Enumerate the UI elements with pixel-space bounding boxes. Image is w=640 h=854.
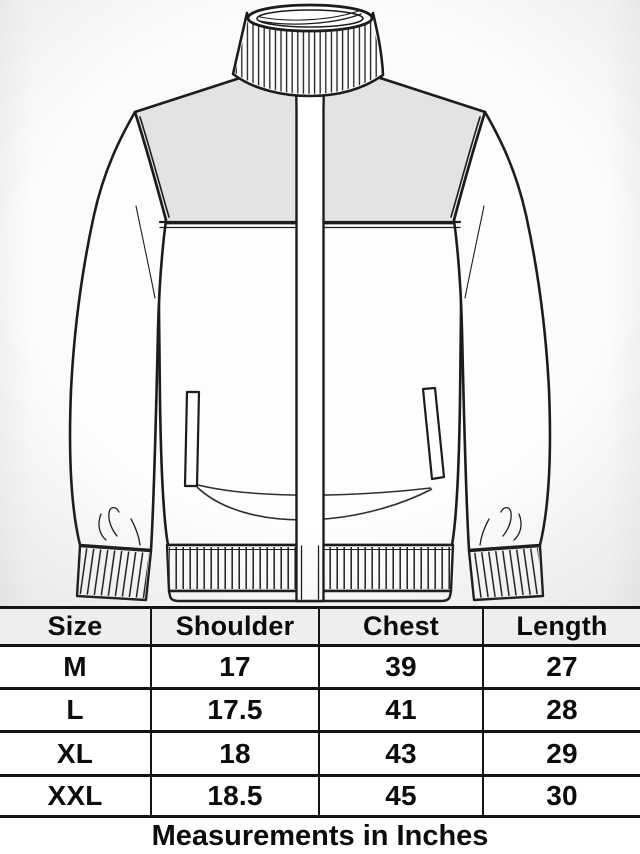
table-cell: 17.5 bbox=[150, 690, 318, 730]
column-header-chest: Chest bbox=[318, 609, 482, 644]
table-cell: XL bbox=[56, 737, 94, 769]
column-header-length: Length bbox=[482, 609, 640, 644]
size-chart-header-row: Size Shoulder Chest Length bbox=[0, 609, 640, 647]
column-header-size: Size bbox=[47, 611, 103, 641]
table-cell: 29 bbox=[482, 733, 640, 774]
table-cell: XXL bbox=[47, 780, 103, 811]
table-row-xxl: XXL 18.5 45 30 bbox=[0, 777, 640, 818]
jacket-figure bbox=[0, 0, 640, 606]
size-chart-table: Size Shoulder Chest Length M 17 39 27 L … bbox=[0, 606, 640, 818]
table-cell: 43 bbox=[318, 733, 482, 774]
table-cell: 18.5 bbox=[150, 777, 318, 815]
left-pocket-welt bbox=[183, 390, 201, 488]
table-cell: 45 bbox=[318, 777, 482, 815]
collar-ribbing bbox=[231, 11, 385, 98]
jacket-technical-drawing bbox=[68, 3, 552, 603]
table-cell: M bbox=[63, 651, 87, 682]
table-cell: 28 bbox=[482, 690, 640, 730]
table-cell: 30 bbox=[482, 777, 640, 815]
table-cell: 41 bbox=[318, 690, 482, 730]
table-row-xl: XL 18 43 29 bbox=[0, 733, 640, 777]
collar-opening bbox=[246, 3, 374, 33]
table-cell: 27 bbox=[482, 647, 640, 687]
table-row-l: L 17.5 41 28 bbox=[0, 690, 640, 733]
table-cell: L bbox=[66, 694, 84, 725]
left-sleeve bbox=[68, 110, 168, 552]
zipper-placket bbox=[288, 32, 332, 603]
left-cuff-ribbing bbox=[75, 544, 153, 602]
right-sleeve bbox=[452, 110, 552, 552]
table-row-m: M 17 39 27 bbox=[0, 647, 640, 690]
right-pocket-welt bbox=[421, 386, 446, 481]
table-cell: 39 bbox=[318, 647, 482, 687]
table-cell: 17 bbox=[150, 647, 318, 687]
right-cuff-ribbing bbox=[467, 544, 545, 602]
table-caption: Measurements in Inches bbox=[0, 818, 640, 854]
column-header-shoulder: Shoulder bbox=[150, 609, 318, 644]
table-cell: 18 bbox=[150, 733, 318, 774]
